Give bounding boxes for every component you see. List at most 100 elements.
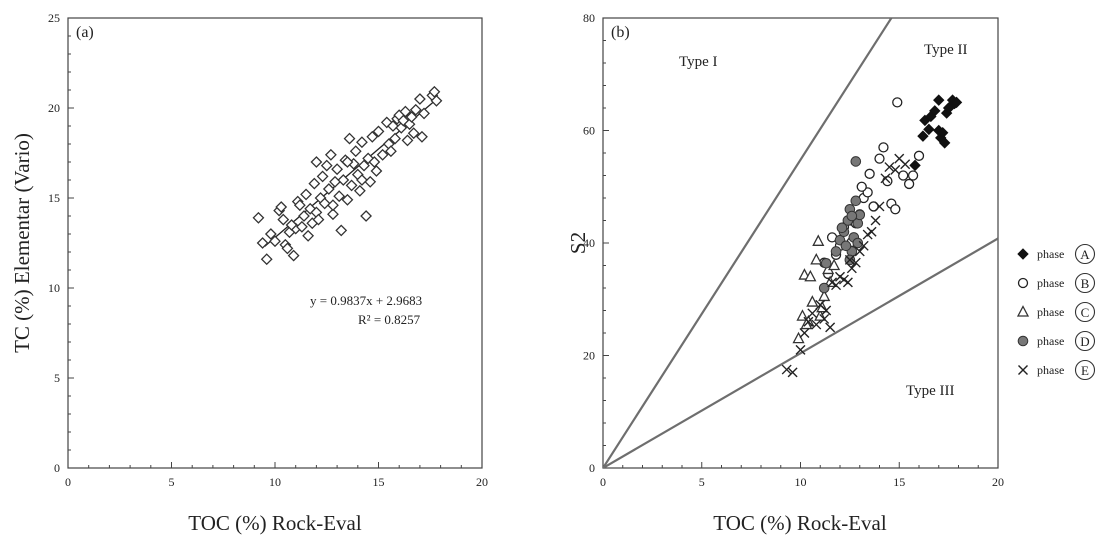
filled-diamond-marker [1017,248,1029,260]
phase-d-point [852,237,864,249]
legend-label: phase [1037,276,1064,290]
filled-diamond-marker [929,105,941,117]
panel-b-y-tick-label: 40 [583,236,595,250]
series-phase-a [909,94,963,172]
open-diamond-marker [356,174,368,186]
panel-a-data-point [302,229,315,242]
panel-a-data-point [376,148,389,161]
x-cross-stroke [884,162,895,173]
panel-a-data-point [341,156,354,168]
panel-a-y-axis-title: TC (%) Elementar (Vario) [10,133,34,353]
open-diamond-marker [409,103,422,116]
panel-a-data-point [353,184,366,197]
panel-a-data-point [318,197,331,210]
series-phase-d [818,156,866,294]
panel-a-data-point [300,188,312,201]
x-cross-stroke [831,280,842,291]
phase-d-point [830,246,842,257]
filled-circle-marker [820,257,832,269]
panel-a-r-squared: R² = 0.8257 [358,312,421,327]
panel-b-x-tick-label: 15 [893,475,905,489]
open-triangle-marker [806,295,819,307]
filled-circle-marker [836,222,848,234]
panel-a-data-point [298,210,310,222]
legend-tag-circle [1074,330,1096,352]
x-cross-stroke [825,322,836,333]
panel-a-data-point [293,199,306,212]
phase-e-point [807,308,818,319]
panel-a-data-point [401,134,414,147]
panel-a-equation: y = 0.9837x + 2.9683 [310,293,422,308]
open-circle-marker [898,170,909,181]
x-cross-stroke [880,173,891,184]
phase-e-point [880,173,891,184]
panel-a-y-tick-label: 10 [48,281,60,295]
panel-a-data-point [387,120,399,132]
open-diamond-marker [324,148,337,161]
legend-tag-circle [1074,301,1096,323]
phase-e-point [831,280,842,291]
legend-item-phase-e: phase E [1018,359,1096,381]
phase-a-point [936,127,949,139]
panel-a-data-point [281,242,294,255]
phase-a-point [950,96,963,109]
open-diamond-marker [312,213,325,226]
region-label-type-ii: Type II [924,42,968,58]
panel-a-data-point [418,107,430,120]
open-diamond-marker [318,197,331,210]
phase-c-point [806,295,819,307]
panel-a-data-point [356,174,368,186]
x-cross-stroke [854,246,865,257]
filled-diamond-marker [909,159,921,172]
open-diamond-marker [345,179,358,192]
filled-circle-marker [850,156,862,167]
open-circle-marker [1017,277,1029,289]
panel-b-reference-lines [603,18,998,468]
panel-b-label: (b) [611,24,630,41]
phase-a-point [942,102,955,114]
open-circle-marker [878,142,889,153]
open-diamond-marker [341,156,354,168]
legend-tag-circle [1074,359,1096,381]
panel-a-data-point [358,159,370,172]
open-diamond-marker [277,213,290,226]
panel-a-data-point [360,210,372,222]
legend-tag-letter: E [1081,363,1089,378]
panel-a-data-point [341,193,354,206]
open-diamond-marker [316,170,329,183]
open-diamond-marker [358,159,370,172]
panel-a-data-point [372,125,385,138]
open-diamond-marker [385,145,397,158]
open-circle-marker [856,181,867,192]
filled-diamond-marker [938,137,951,149]
panel-a-data-point [295,220,308,233]
panel-a-data-point [356,136,368,149]
open-diamond-marker [372,125,385,138]
legend-item-phase-b: phase B [1017,272,1096,294]
x-cross-stroke [894,153,905,164]
panel-a-label: (a) [76,24,94,41]
phase-d-point [820,257,832,269]
open-triangle-marker [792,331,805,344]
panel-a-points [252,85,443,266]
phase-b-point [903,178,915,190]
open-diamond-marker [285,219,298,231]
panel-b-y-ticks: 0 20 40 60 80 [583,11,609,475]
open-diamond-marker [399,105,412,118]
open-diamond-marker [260,253,273,266]
open-diamond-marker [327,208,339,221]
phase-d-point [836,222,848,234]
phase-e-point [858,240,869,251]
legend-marker [1018,365,1028,375]
panel-a-y-tick-label: 5 [54,371,60,385]
open-diamond-marker [322,183,335,195]
open-diamond-marker [376,148,389,161]
panel-a-data-point [322,183,335,195]
phase-c-point [812,234,825,246]
panel-a-x-ticks: 0 5 10 15 20 [65,462,488,489]
open-diamond-marker [331,163,344,176]
panel-a-y-tick-label: 20 [48,101,60,115]
panel-a-y-tick-label: 0 [54,461,60,475]
panel-b-y-tick-label: 0 [589,461,595,475]
panel-a-data-point [407,127,420,140]
